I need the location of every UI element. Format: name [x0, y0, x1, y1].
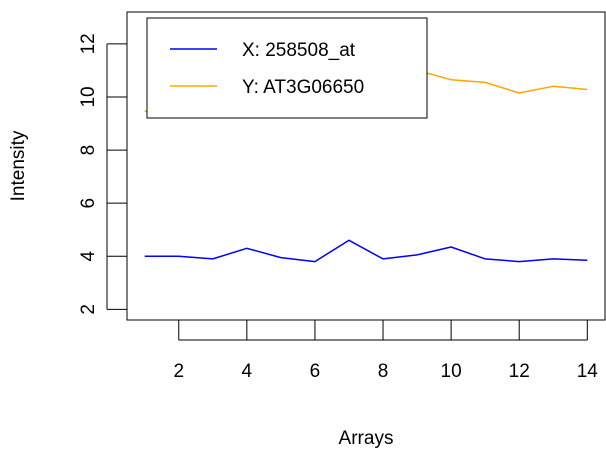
x-tick-label: 8: [378, 361, 389, 382]
legend-label: Y: AT3G06650: [242, 77, 364, 98]
y-tick-label: 8: [78, 145, 99, 156]
y-tick-label: 4: [78, 251, 99, 262]
x-axis: 2 4 6 8 10 12 14: [173, 320, 598, 382]
legend-box: [146, 17, 428, 119]
y-tick-label: 2: [78, 304, 99, 315]
y-axis: 2 4 6 8 10 12: [78, 33, 127, 315]
x-tick-label: 2: [173, 361, 184, 382]
plot-box: [126, 11, 606, 321]
legend-label: X: 258508_at: [242, 40, 356, 61]
x-tick-label: 12: [509, 361, 530, 382]
x-axis-label: Arrays: [339, 428, 394, 449]
x-tick-label: 6: [310, 361, 321, 382]
x-tick-label: 14: [577, 361, 599, 382]
series-line: [144, 239, 588, 263]
x-tick-label: 4: [242, 361, 253, 382]
y-tick-label: 10: [78, 86, 99, 107]
y-tick-label: 12: [78, 33, 99, 54]
x-tick-label: 10: [441, 361, 462, 382]
y-tick-label: 6: [78, 198, 99, 209]
y-axis-label: Intensity: [8, 130, 29, 201]
legend: X: 258508_at Y: AT3G06650: [146, 17, 428, 119]
